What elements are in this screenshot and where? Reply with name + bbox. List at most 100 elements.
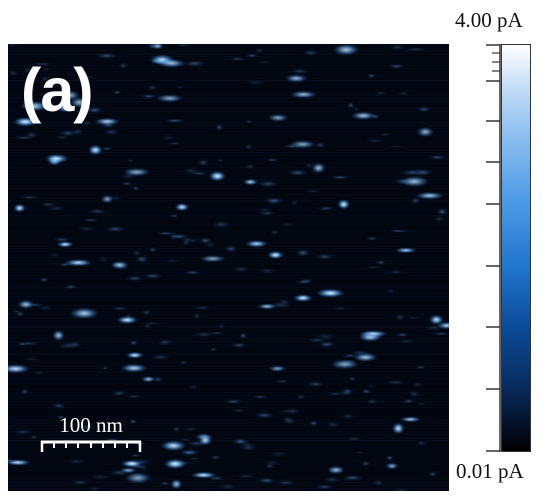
dim-spot xyxy=(148,353,172,361)
dim-spot xyxy=(415,402,427,406)
scan-line xyxy=(8,242,449,244)
scan-line xyxy=(8,440,449,442)
dim-spot xyxy=(103,225,128,233)
scan-line xyxy=(8,107,449,109)
scan-line xyxy=(8,479,449,481)
scan-line xyxy=(8,263,449,265)
scan-line xyxy=(8,419,449,421)
scan-line xyxy=(8,137,449,139)
scan-line xyxy=(8,464,449,466)
dim-spot xyxy=(75,225,98,232)
dim-spot xyxy=(223,398,245,405)
dim-spot xyxy=(230,342,249,348)
scan-line xyxy=(8,476,449,478)
scan-line xyxy=(8,281,449,283)
dim-spot xyxy=(308,420,319,427)
dim-spot xyxy=(365,384,377,388)
bright-spot xyxy=(399,416,422,423)
scan-line xyxy=(8,77,449,79)
dim-spot xyxy=(385,269,407,275)
scan-line xyxy=(8,455,449,457)
dim-spot xyxy=(85,485,103,491)
dim-spot xyxy=(282,417,297,425)
scan-line xyxy=(8,182,449,184)
dim-spot xyxy=(179,360,188,365)
dim-spot xyxy=(414,365,428,370)
bright-spot xyxy=(119,467,138,474)
bright-spot xyxy=(289,140,317,149)
dim-spot xyxy=(130,453,141,458)
scan-line xyxy=(8,365,449,367)
bright-spot xyxy=(121,459,143,468)
scan-line xyxy=(8,110,449,112)
dim-spot xyxy=(8,70,18,77)
bright-spot xyxy=(268,365,287,372)
scan-line xyxy=(8,71,449,73)
scan-line xyxy=(8,359,449,361)
scan-line xyxy=(8,161,449,163)
bright-spot xyxy=(394,247,418,254)
dim-spot xyxy=(160,134,177,142)
dim-spot xyxy=(372,479,385,487)
dim-spot xyxy=(245,53,259,58)
scan-line xyxy=(8,236,449,238)
scan-line xyxy=(8,173,449,175)
scan-line xyxy=(8,383,449,385)
scan-line xyxy=(8,332,449,334)
scan-line xyxy=(8,62,449,64)
scan-line xyxy=(8,239,449,241)
bright-spot xyxy=(141,375,156,383)
bright-spot xyxy=(284,74,308,83)
dim-spot xyxy=(267,451,289,458)
dim-spot xyxy=(197,159,210,166)
dim-spot xyxy=(374,260,387,265)
dim-spot xyxy=(56,415,66,420)
bright-spot xyxy=(174,202,190,212)
scan-line xyxy=(8,473,449,475)
dim-spot xyxy=(24,131,39,139)
dim-spot xyxy=(216,158,225,163)
dim-spot xyxy=(435,207,449,216)
bright-spot xyxy=(350,111,376,120)
dim-spot xyxy=(97,255,110,263)
dim-spot xyxy=(146,83,159,92)
dim-spot xyxy=(290,198,300,207)
dim-spot xyxy=(314,253,335,260)
dim-spot xyxy=(187,456,201,462)
scan-line xyxy=(8,356,449,358)
colorbar-min-label: 0.01 pA xyxy=(456,459,524,483)
dim-spot xyxy=(390,487,411,491)
bright-spot xyxy=(242,178,259,186)
dim-spot xyxy=(41,67,51,71)
bright-spot xyxy=(337,199,351,210)
scan-line xyxy=(8,218,449,220)
scan-line xyxy=(8,329,449,331)
dim-spot xyxy=(265,158,280,162)
scan-line xyxy=(8,260,449,262)
dim-spot xyxy=(340,412,355,420)
bright-spot xyxy=(293,294,313,302)
scan-line xyxy=(8,146,449,148)
bright-spot xyxy=(359,330,388,338)
scan-line xyxy=(8,206,449,208)
scan-line xyxy=(8,392,449,394)
scan-line xyxy=(8,203,449,205)
bright-spot xyxy=(110,260,129,270)
dim-spot xyxy=(71,479,90,486)
scale-bar: 100 nm xyxy=(40,414,142,454)
dim-spot xyxy=(432,331,449,336)
dim-spot xyxy=(102,128,121,136)
dim-spot xyxy=(314,142,327,149)
dim-spot xyxy=(415,106,433,113)
dim-spot xyxy=(410,381,424,388)
scan-line xyxy=(8,470,449,472)
scan-line xyxy=(8,404,449,406)
scan-line xyxy=(8,377,449,379)
dim-spot xyxy=(256,267,278,275)
scan-line xyxy=(8,314,449,316)
bright-spot xyxy=(326,465,346,475)
scan-line xyxy=(8,428,449,430)
dim-spot xyxy=(325,392,346,396)
dim-spot xyxy=(11,428,35,436)
